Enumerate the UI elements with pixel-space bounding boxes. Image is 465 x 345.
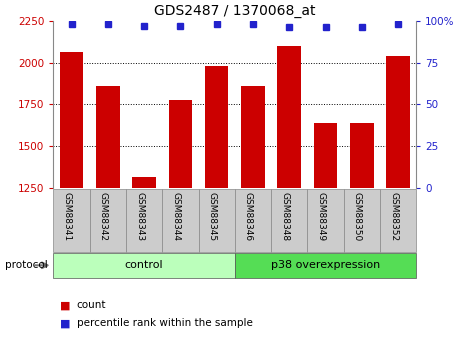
Bar <box>241 86 265 188</box>
Bar <box>169 100 192 188</box>
Text: GSM88350: GSM88350 <box>353 192 362 241</box>
Bar <box>271 189 307 252</box>
Text: GSM88345: GSM88345 <box>208 192 217 241</box>
Text: GSM88346: GSM88346 <box>244 192 253 241</box>
Text: GSM88342: GSM88342 <box>99 192 108 241</box>
Bar <box>205 66 228 188</box>
Bar <box>133 177 156 188</box>
Bar <box>314 123 337 188</box>
Bar <box>380 189 416 252</box>
Text: GSM88352: GSM88352 <box>389 192 398 241</box>
Bar <box>96 86 120 188</box>
Text: GSM88344: GSM88344 <box>172 192 180 241</box>
Text: GSM88341: GSM88341 <box>63 192 72 241</box>
Bar <box>386 56 410 188</box>
Bar <box>60 52 83 188</box>
Text: count: count <box>77 300 106 310</box>
Text: percentile rank within the sample: percentile rank within the sample <box>77 318 252 328</box>
Text: ■: ■ <box>60 300 71 310</box>
Bar <box>162 189 199 252</box>
Text: GSM88348: GSM88348 <box>280 192 289 241</box>
Text: p38 overexpression: p38 overexpression <box>271 260 380 270</box>
Bar <box>53 189 90 252</box>
Text: protocol: protocol <box>5 260 47 270</box>
Text: control: control <box>125 260 164 270</box>
Text: GSM88343: GSM88343 <box>135 192 144 241</box>
Bar <box>278 46 301 188</box>
Bar <box>350 123 373 188</box>
Text: GSM88349: GSM88349 <box>317 192 326 241</box>
Title: GDS2487 / 1370068_at: GDS2487 / 1370068_at <box>154 4 316 18</box>
Bar <box>235 189 271 252</box>
Bar <box>53 253 235 278</box>
Bar <box>199 189 235 252</box>
Bar <box>307 189 344 252</box>
Text: ■: ■ <box>60 318 71 328</box>
Bar <box>90 189 126 252</box>
Bar <box>126 189 162 252</box>
Bar <box>344 189 380 252</box>
Bar <box>235 253 416 278</box>
